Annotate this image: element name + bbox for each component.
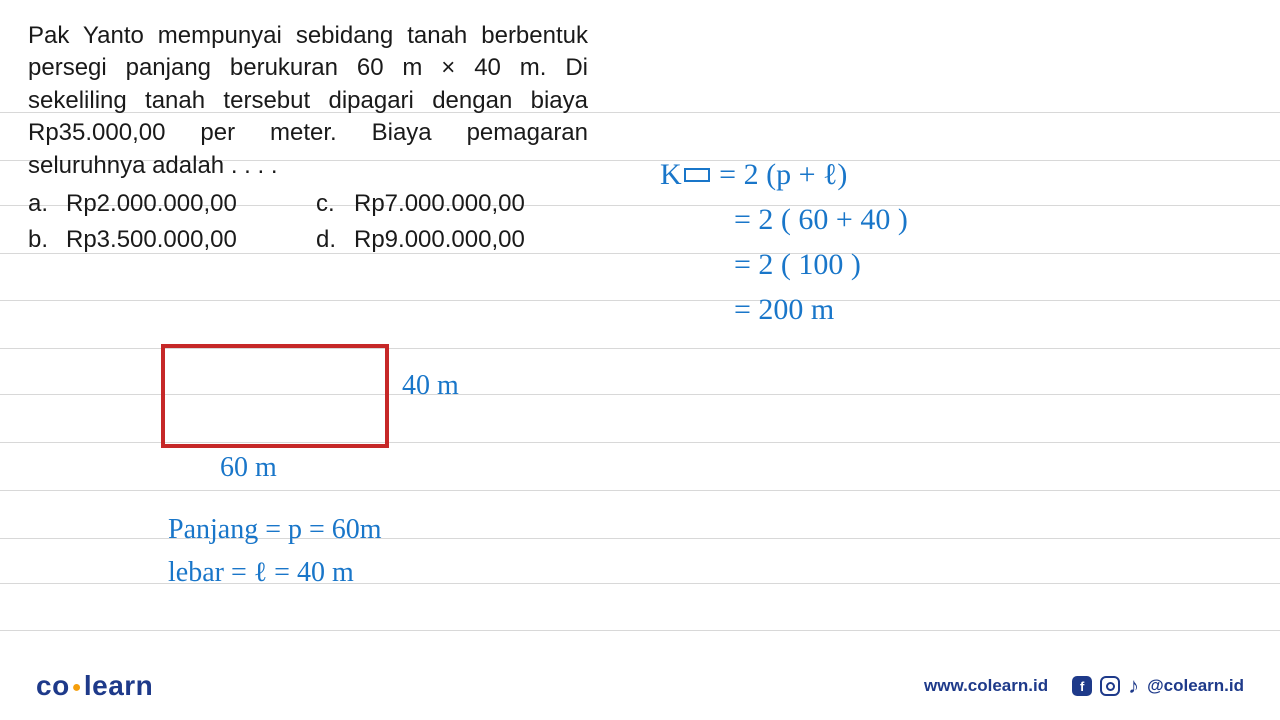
website-link[interactable]: www.colearn.id: [924, 676, 1048, 696]
rect-length-label: 60 m: [220, 452, 277, 484]
question-text: Pak Yanto mempunyai sebidang tanah berbe…: [28, 20, 588, 182]
option-letter: b.: [28, 224, 52, 256]
rectangle-diagram: [160, 343, 390, 453]
option-letter: c.: [316, 188, 340, 220]
social-icons: f ♪ @colearn.id: [1072, 673, 1244, 699]
calc-line-1: K = 2 (p + ℓ): [660, 152, 908, 197]
option-value: Rp7.000.000,00: [354, 188, 525, 220]
facebook-icon[interactable]: f: [1072, 676, 1092, 696]
footer-right: www.colearn.id f ♪ @colearn.id: [924, 673, 1244, 699]
calc-line-3: = 2 ( 100 ): [660, 242, 908, 287]
options-grid: a. Rp2.000.000,00 c. Rp7.000.000,00 b. R…: [28, 188, 588, 257]
variables-block: Panjang = p = 60m lebar = ℓ = 40 m: [168, 508, 382, 595]
option-c: c. Rp7.000.000,00: [316, 188, 588, 220]
option-value: Rp3.500.000,00: [66, 224, 237, 256]
calc-line-2: = 2 ( 60 + 40 ): [660, 197, 908, 242]
rect-width-label: 40 m: [402, 370, 459, 402]
footer: co●learn www.colearn.id f ♪ @colearn.id: [0, 670, 1280, 702]
social-handle: @colearn.id: [1147, 676, 1244, 696]
rectangle-symbol-icon: [684, 168, 710, 182]
var-line-2: lebar = ℓ = 40 m: [168, 551, 382, 594]
option-letter: a.: [28, 188, 52, 220]
option-value: Rp2.000.000,00: [66, 188, 237, 220]
tiktok-icon[interactable]: ♪: [1128, 673, 1139, 699]
option-letter: d.: [316, 224, 340, 256]
option-b: b. Rp3.500.000,00: [28, 224, 300, 256]
calc-line-4: = 200 m: [660, 287, 908, 332]
calculation-block: K = 2 (p + ℓ) = 2 ( 60 + 40 ) = 2 ( 100 …: [660, 152, 908, 332]
option-d: d. Rp9.000.000,00: [316, 224, 588, 256]
var-line-1: Panjang = p = 60m: [168, 508, 382, 551]
logo-dot-icon: ●: [70, 679, 84, 696]
question-block: Pak Yanto mempunyai sebidang tanah berbe…: [28, 20, 588, 257]
instagram-icon[interactable]: [1100, 676, 1120, 696]
option-value: Rp9.000.000,00: [354, 224, 525, 256]
logo: co●learn: [36, 670, 153, 702]
option-a: a. Rp2.000.000,00: [28, 188, 300, 220]
